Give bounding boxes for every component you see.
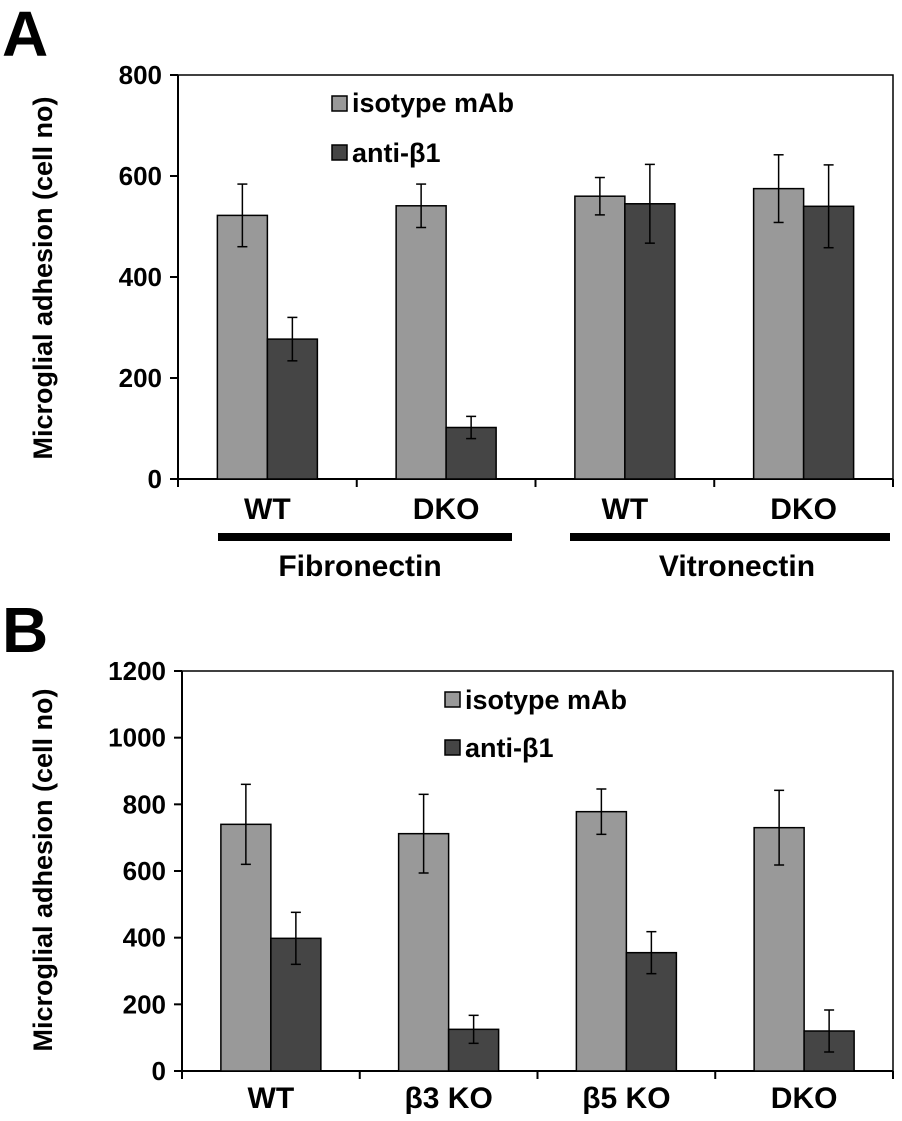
panel-a-legend-anti-label: anti-β1 — [352, 138, 441, 168]
panel-a-bar-isotype — [216, 214, 269, 480]
panel-b-y-tick-label: 400 — [123, 923, 166, 953]
panel-a-legend-isotype-swatch — [331, 95, 348, 112]
panel-b-y-tick-label: 1000 — [108, 723, 166, 753]
panel-b-y-tick-label: 1200 — [108, 656, 166, 686]
panel-b-legend-isotype-swatch — [444, 691, 461, 708]
panel-b-legend: isotype mAb anti-β1 — [444, 685, 627, 763]
panel-a-category-label: DKO — [770, 493, 837, 526]
vitronectin-group-label: Vitronectin — [659, 550, 815, 583]
panel-b-y-tick-label: 800 — [123, 789, 166, 819]
panel-a-y-tick-label: 0 — [148, 464, 162, 494]
panel-b-category-label: WT — [248, 1082, 295, 1115]
panel-a-y-tick-label: 600 — [119, 161, 162, 191]
panel-b-legend-anti-swatch — [444, 739, 461, 756]
panel-a-category-label: WT — [244, 493, 291, 526]
panel-b-bar-isotype — [575, 810, 628, 1072]
panel-b-y-tick-label: 0 — [152, 1056, 166, 1086]
panel-a-legend-isotype-label: isotype mAb — [352, 88, 514, 118]
panel-a-group-labels: Fibronectin Vitronectin — [218, 533, 890, 583]
panel-a-y-tick-label: 800 — [119, 60, 162, 90]
panel-b-bar-isotype — [220, 823, 272, 1072]
panel-a-y-tick-label: 400 — [119, 262, 162, 292]
panel-a-bar-isotype — [395, 205, 447, 480]
panel-b-y-axis-label: Microglial adhesion (cell no) — [28, 688, 58, 1051]
panel-b-category-label: β5 KO — [582, 1082, 670, 1115]
panel-a-legend-anti-swatch — [331, 144, 348, 161]
panel-b-legend-anti-label: anti-β1 — [465, 733, 554, 763]
fibronectin-group-label: Fibronectin — [278, 550, 441, 583]
panel-a-category-label: WT — [602, 493, 649, 526]
panel-b-bar-isotype — [753, 826, 805, 1072]
panel-a-letter: A — [2, 0, 48, 70]
panel-a-chart: 0 200 400 600 800 WT DKO WT DKO — [119, 60, 894, 526]
panel-b-category-label: DKO — [771, 1082, 838, 1115]
panel-a-y-axis-label: Microglial adhesion (cell no) — [28, 96, 58, 459]
panel-a-legend: isotype mAb anti-β1 — [331, 88, 514, 168]
panel-b-category-label: β3 KO — [404, 1082, 492, 1115]
panel-a-bar-anti — [624, 203, 676, 480]
panel-b-y-tick-label: 600 — [123, 856, 166, 886]
panel-a-bar-isotype — [574, 195, 626, 480]
panel-b-y-tick-label: 200 — [123, 989, 166, 1019]
panel-a-y-tick-label: 200 — [119, 363, 162, 393]
panel-b-legend-isotype-label: isotype mAb — [465, 685, 627, 715]
panel-b-letter: B — [2, 594, 48, 666]
panel-b-chart: 0 200 400 600 800 1000 1200 WT β3 KO β5 KO DKO — [108, 656, 894, 1115]
panel-a-bar-isotype — [752, 187, 805, 480]
panel-a-category-label: DKO — [413, 493, 480, 526]
